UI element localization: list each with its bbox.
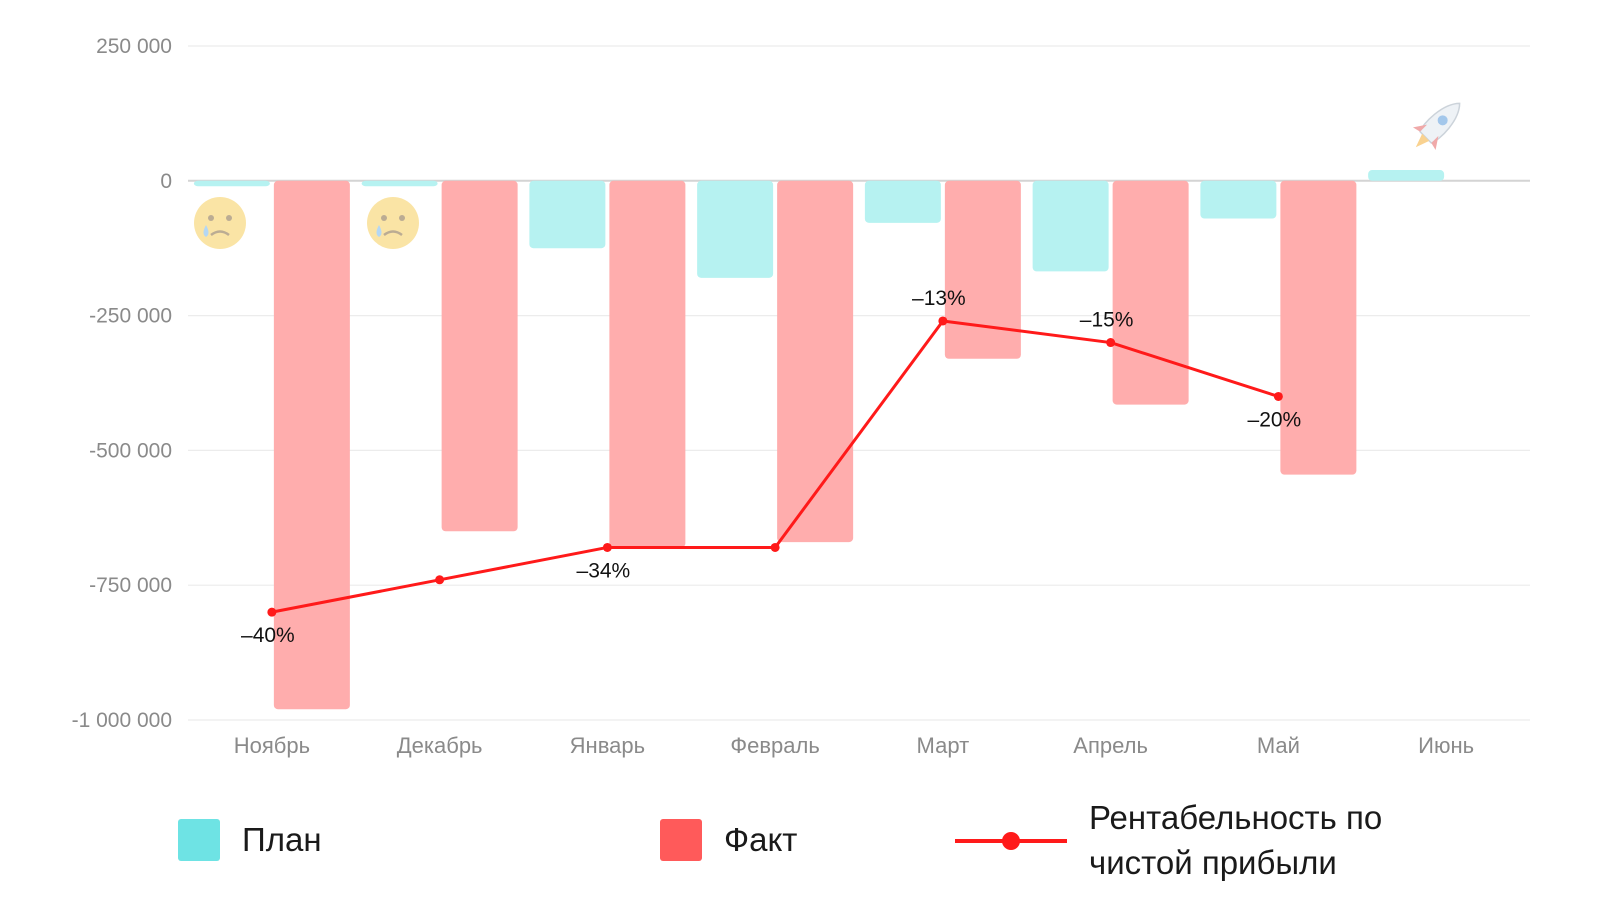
x-tick-label: Апрель bbox=[1073, 733, 1148, 758]
bar-plan bbox=[1200, 180, 1277, 219]
bar-fact bbox=[1112, 180, 1189, 405]
y-tick-label: -750 000 bbox=[89, 574, 172, 597]
legend-label-profitability-line1: Рентабельность по bbox=[1089, 799, 1383, 836]
legend-swatch-fact bbox=[660, 819, 702, 862]
profitability-point bbox=[1273, 391, 1283, 401]
bar-plan bbox=[361, 180, 438, 187]
profitability-point bbox=[1106, 338, 1116, 348]
sad-tear-face-icon bbox=[194, 197, 246, 249]
legend-line-marker bbox=[955, 820, 1067, 862]
combo-chart: 250 000 0 -250 000 -500 000 -750 000 -1 000 0… bbox=[72, 35, 1530, 758]
x-tick-label: Декабрь bbox=[397, 733, 483, 758]
bar-plan bbox=[697, 180, 774, 278]
x-tick-label: Июнь bbox=[1418, 733, 1474, 758]
bar-fact bbox=[944, 180, 1021, 359]
legend-label-profitability: Рентабельность по чистой прибыли bbox=[1089, 796, 1449, 885]
y-tick-label: -1 000 000 bbox=[72, 709, 172, 732]
legend-item-fact: Факт bbox=[660, 818, 797, 863]
x-tick-label: Май bbox=[1257, 733, 1300, 758]
profitability-point bbox=[435, 575, 445, 585]
y-tick-label: 0 bbox=[160, 170, 172, 193]
profitability-data-label: –20% bbox=[1248, 408, 1302, 431]
bar-plan bbox=[529, 180, 606, 249]
bar-plan bbox=[1368, 170, 1445, 181]
bar-plan bbox=[193, 180, 270, 187]
profitability-point bbox=[770, 542, 780, 552]
legend-item-profitability: Рентабельность по чистой прибыли bbox=[955, 796, 1449, 885]
x-tick-label: Март bbox=[917, 733, 970, 758]
profitability-point bbox=[267, 607, 277, 617]
y-tick-label: -250 000 bbox=[89, 305, 172, 328]
bar-fact bbox=[609, 180, 686, 548]
legend-label-fact: Факт bbox=[724, 821, 798, 858]
profitability-data-label: –40% bbox=[241, 624, 295, 647]
rocket-icon bbox=[1412, 102, 1461, 151]
y-tick-label: 250 000 bbox=[96, 35, 172, 58]
profitability-data-label: –13% bbox=[912, 287, 966, 310]
bar-fact bbox=[441, 180, 518, 532]
bar-fact bbox=[777, 180, 854, 543]
profitability-point bbox=[938, 316, 948, 326]
x-tick-label: Январь bbox=[570, 733, 645, 758]
legend-label-plan: План bbox=[242, 821, 322, 858]
legend-item-plan: План bbox=[178, 818, 322, 863]
chart-legend: План Факт Рентабельность по чистой прибы… bbox=[0, 790, 1600, 908]
legend-swatch-plan bbox=[178, 819, 220, 862]
x-tick-label: Ноябрь bbox=[234, 733, 310, 758]
bar-plan bbox=[1032, 180, 1109, 272]
bar-plan bbox=[864, 180, 941, 223]
x-tick-label: Февраль bbox=[730, 733, 819, 758]
y-tick-label: -500 000 bbox=[89, 439, 172, 462]
profitability-data-label: –34% bbox=[577, 559, 631, 582]
legend-label-profitability-line2: чистой прибыли bbox=[1089, 843, 1337, 881]
profitability-data-label: –15% bbox=[1080, 309, 1134, 332]
profitability-point bbox=[602, 542, 612, 552]
bar-fact bbox=[273, 180, 350, 710]
bar-fact bbox=[1280, 180, 1357, 475]
sad-tear-face-icon bbox=[367, 197, 419, 249]
